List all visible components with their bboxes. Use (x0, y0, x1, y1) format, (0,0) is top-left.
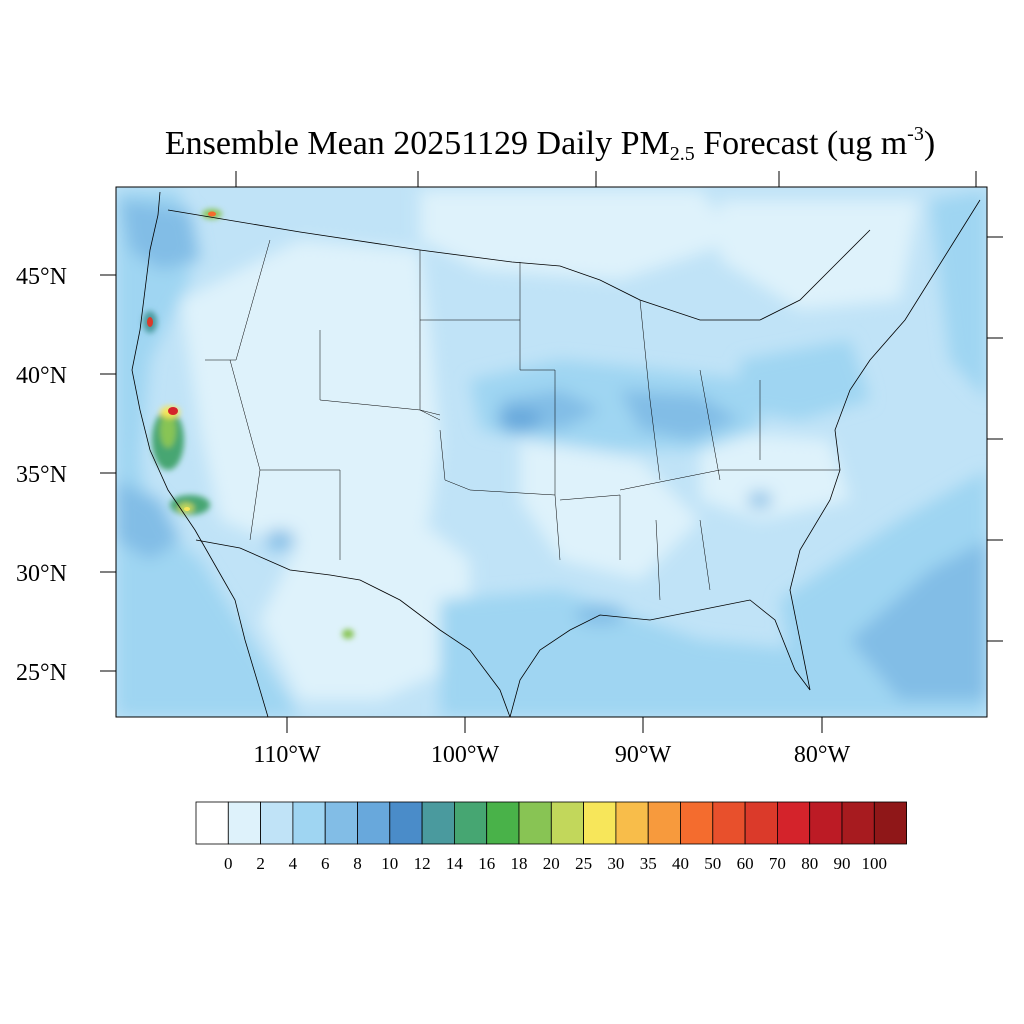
colorbar-swatch (550, 801, 584, 845)
colorbar-swatch (809, 801, 843, 845)
colorbar-tick-label: 70 (769, 854, 786, 873)
lat-label: 30°N (16, 561, 67, 587)
mexico-border (195, 539, 511, 717)
colorbar-tick-label: 80 (801, 854, 818, 873)
colorbar-swatch (260, 801, 294, 845)
left-ticks (100, 274, 116, 672)
title-main: Ensemble Mean 20251129 Daily PM (164, 125, 670, 162)
colorbar-tick-label: 10 (381, 854, 398, 873)
colorbar-swatch (647, 801, 681, 845)
canada-border (167, 209, 871, 321)
pm25-field (116, 187, 987, 717)
colorbar-swatch (841, 801, 875, 845)
colorbar-tick-label: 30 (607, 854, 624, 873)
pacific-coastline (131, 191, 269, 717)
colorbar-swatch (195, 801, 229, 845)
atlantic-coastline (789, 199, 981, 691)
colorbar-tick-label: 4 (289, 854, 298, 873)
colorbar-tick-label: 40 (672, 854, 689, 873)
colorbar-tick-label: 8 (353, 854, 362, 873)
colorbar-tick-label: 25 (575, 854, 592, 873)
colorbar-tick-label: 18 (511, 854, 528, 873)
colorbar-tick-label: 6 (321, 854, 330, 873)
title-close: ) (923, 125, 936, 162)
colorbar-tick-label: 14 (446, 854, 464, 873)
colorbar-swatch (292, 801, 326, 845)
longitude-labels: 110°W 100°W 90°W 80°W (253, 742, 850, 768)
colorbar-swatch (777, 801, 811, 845)
lat-label: 35°N (16, 462, 67, 488)
colorbar-swatch (873, 801, 907, 845)
colorbar-tick-label: 60 (737, 854, 754, 873)
title-subscript: 2.5 (669, 143, 695, 165)
colorbar-swatch (615, 801, 649, 845)
colorbar-swatch (421, 801, 455, 845)
latitude-labels: 45°N 40°N 35°N 30°N 25°N (16, 264, 67, 686)
right-ticks (987, 236, 1003, 642)
colorbar-tick-label: 16 (478, 854, 495, 873)
top-ticks (235, 171, 977, 187)
colorbar-swatch (486, 801, 520, 845)
colorbar-swatch (680, 801, 714, 845)
colorbar-tick-label: 100 (862, 854, 888, 873)
colorbar-swatch (389, 801, 423, 845)
colorbar-swatch (518, 801, 552, 845)
colorbar-swatch (712, 801, 746, 845)
lon-label: 80°W (794, 742, 851, 768)
lon-label: 100°W (431, 742, 500, 768)
map-frame (115, 186, 988, 718)
colorbar-tick-label: 90 (834, 854, 851, 873)
title-rest: Forecast (ug m (694, 125, 908, 162)
gulf-coastline (509, 599, 811, 717)
colorbar: 0 2 4 6 8 10 12 14 16 18 20 25 30 35 40 50 60 70 80 90 100 (195, 801, 907, 873)
colorbar-swatch (744, 801, 778, 845)
colorbar-tick-label: 0 (224, 854, 233, 873)
title-superscript: -3 (907, 123, 924, 145)
colorbar-swatch (324, 801, 358, 845)
colorbar-swatch (357, 801, 391, 845)
colorbar-tick-label: 2 (256, 854, 265, 873)
bottom-ticks (286, 717, 823, 733)
colorbar-tick-label: 50 (704, 854, 721, 873)
colorbar-swatch (227, 801, 262, 845)
colorbar-swatch (453, 801, 488, 845)
lon-label: 90°W (615, 742, 672, 768)
lat-label: 25°N (16, 660, 67, 686)
colorbar-swatch (583, 801, 617, 845)
lat-label: 45°N (16, 264, 67, 290)
colorbar-tick-label: 12 (414, 854, 431, 873)
colorbar-tick-label: 35 (640, 854, 657, 873)
lon-label: 110°W (253, 742, 321, 768)
colorbar-tick-label: 20 (543, 854, 560, 873)
page-title: Ensemble Mean 20251129 Daily PM2.5 Forec… (0, 112, 1024, 176)
lat-label: 40°N (16, 363, 67, 389)
boundaries (131, 191, 981, 717)
